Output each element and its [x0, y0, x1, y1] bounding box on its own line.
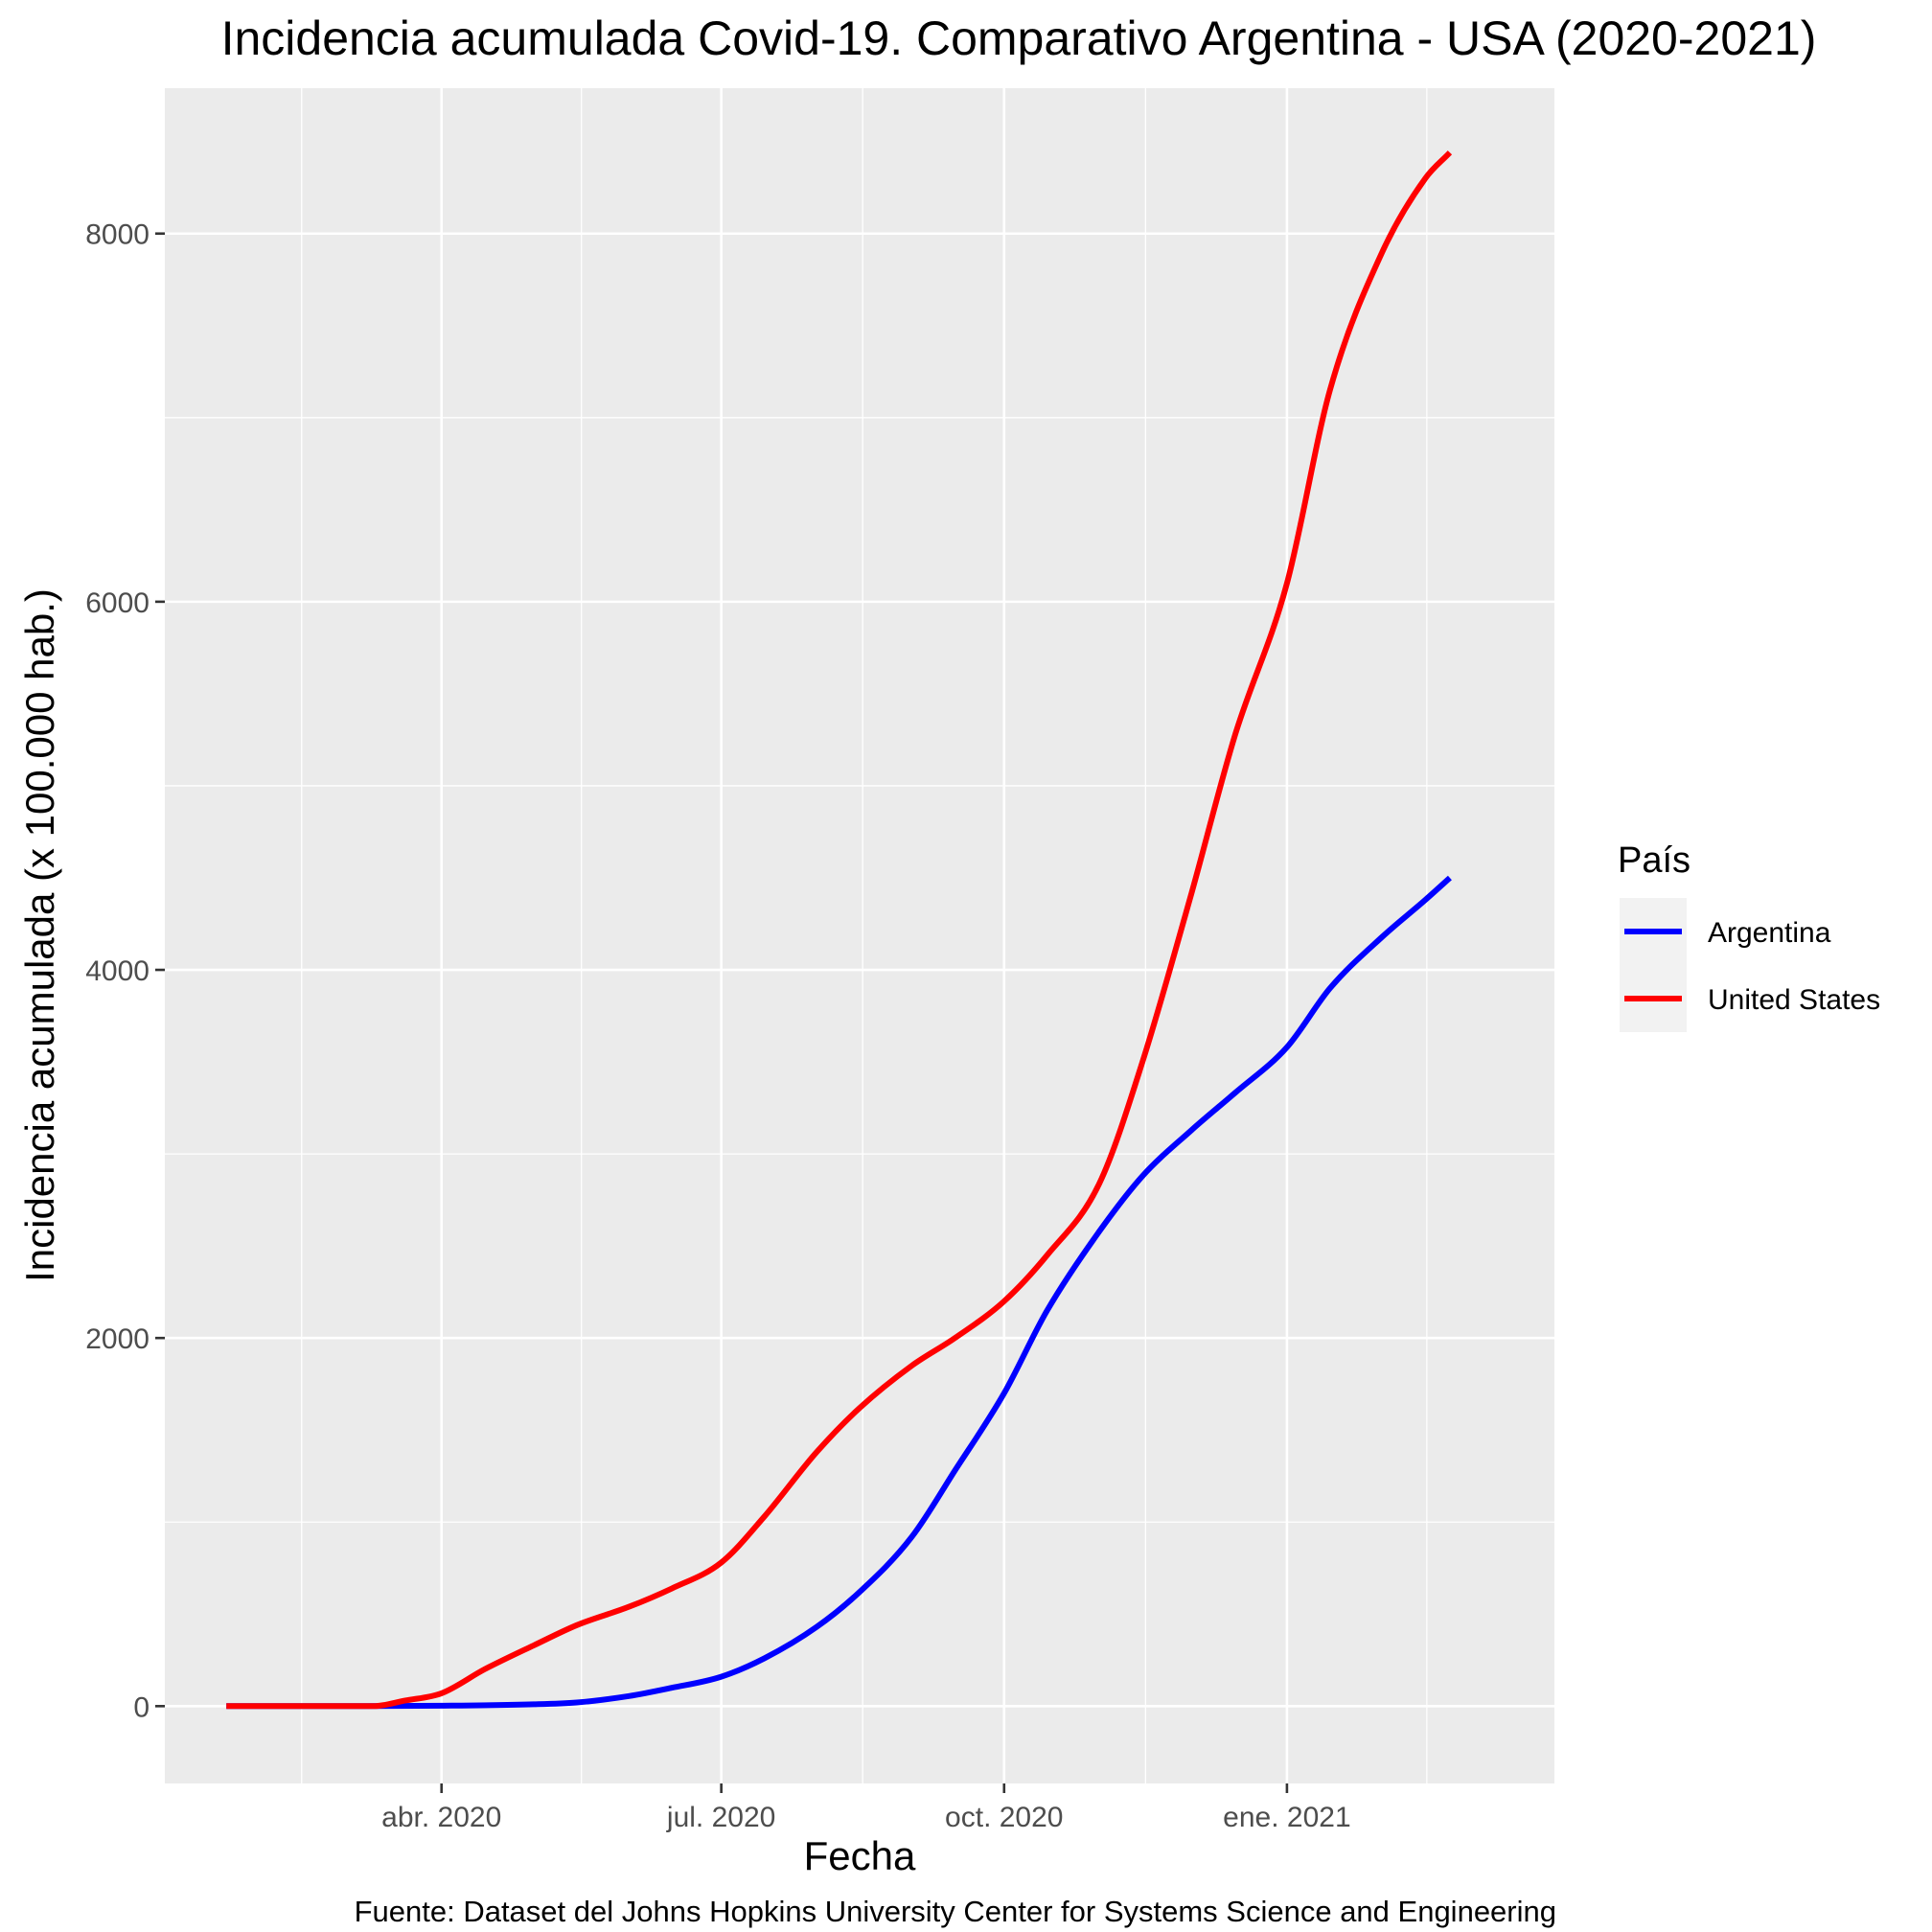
y-tick-label: 6000 — [85, 587, 150, 619]
y-axis-title: Incidencia acumulada (x 100.000 hab.) — [17, 588, 62, 1282]
y-tick-label: 0 — [133, 1691, 150, 1723]
x-tick-label: ene. 2021 — [1223, 1802, 1350, 1833]
x-tick-label: oct. 2020 — [945, 1802, 1063, 1833]
x-tick-label: abr. 2020 — [381, 1802, 501, 1833]
minor-gridlines — [165, 88, 1554, 1783]
legend-label-united-states: United States — [1708, 984, 1880, 1016]
plot-panel — [165, 88, 1554, 1783]
x-axis-title: Fecha — [804, 1833, 916, 1878]
x-axis: abr. 2020 jul. 2020 oct. 2020 ene. 2021 — [381, 1783, 1351, 1833]
series-line-united-states — [226, 150, 1453, 1710]
y-tick-label: 2000 — [85, 1323, 150, 1355]
chart-title: Incidencia acumulada Covid-19. Comparati… — [221, 12, 1817, 65]
legend-title: País — [1618, 840, 1690, 881]
y-axis: 0 2000 4000 6000 8000 — [85, 219, 165, 1723]
series-lines — [226, 150, 1453, 1710]
x-tick-label: jul. 2020 — [666, 1802, 775, 1833]
legend-label-argentina: Argentina — [1708, 917, 1831, 949]
y-tick-label: 8000 — [85, 219, 150, 251]
major-gridlines — [165, 88, 1554, 1783]
legend-items: Argentina United States — [1624, 917, 1880, 1016]
chart-caption: Fuente: Dataset del Johns Hopkins Univer… — [355, 1895, 1556, 1928]
legend-key-background — [1620, 898, 1687, 1032]
series-line-argentina — [226, 875, 1452, 1710]
y-tick-label: 4000 — [85, 955, 150, 987]
legend: País Argentina United States — [1618, 840, 1880, 1032]
